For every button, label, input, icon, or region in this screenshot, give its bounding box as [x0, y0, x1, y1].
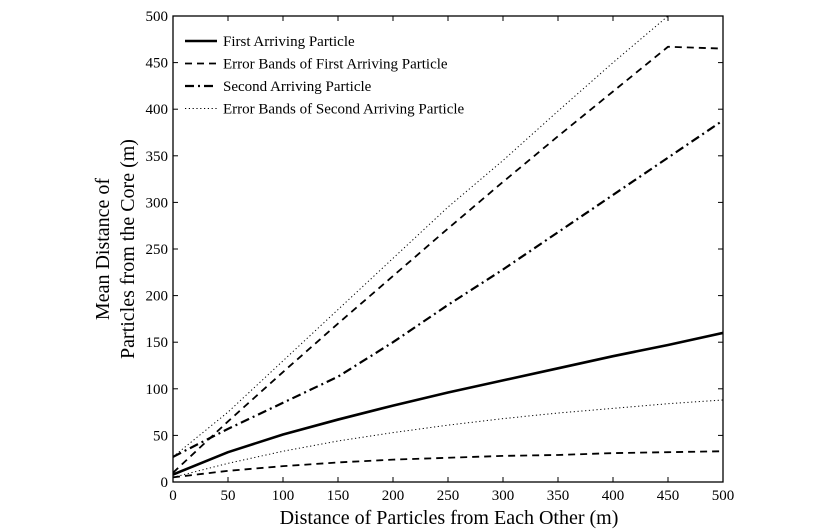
series-line-dashed-upper — [173, 45, 723, 474]
y-axis-label-line-1: Mean Distance of — [92, 178, 114, 321]
series-line-dashed-lower — [173, 450, 723, 479]
plot-background — [173, 16, 723, 482]
x-tick-label: 250 — [437, 488, 460, 504]
x-tick-label: 100 — [272, 488, 295, 504]
x-tick-label: 450 — [657, 488, 680, 504]
x-tick-label: 500 — [712, 488, 735, 504]
legend-label: Error Bands of First Arriving Particle — [223, 57, 448, 73]
y-tick-label: 350 — [146, 149, 169, 165]
x-tick-label: 0 — [169, 488, 177, 504]
x-tick-label: 350 — [547, 488, 570, 504]
series-line-dotted-lower — [173, 399, 723, 478]
x-axis-label: Distance of Particles from Each Other (m… — [280, 507, 619, 529]
x-tick-label: 150 — [327, 488, 350, 504]
y-tick-label: 150 — [146, 335, 169, 351]
y-tick-label: 400 — [146, 102, 169, 118]
x-tick-label: 400 — [602, 488, 625, 504]
x-tick-label: 200 — [382, 488, 405, 504]
x-tick-label: 50 — [221, 488, 236, 504]
x-tick-label: 300 — [492, 488, 515, 504]
axis-ticks: 0 50 100 150 200 250 300 350 400 450 500 0 50 100 150 2… — [146, 9, 735, 504]
y-tick-label: 500 — [146, 9, 169, 25]
legend: First Arriving Particle Error Bands of Fi… — [185, 34, 465, 118]
y-tick-label: 300 — [146, 195, 169, 211]
series-line-solid — [173, 331, 723, 476]
y-tick-label: 200 — [146, 289, 169, 305]
series-line-dashdot — [173, 119, 723, 458]
legend-label: First Arriving Particle — [223, 34, 355, 50]
y-tick-label: 50 — [153, 428, 168, 444]
legend-label: Error Bands of Second Arriving Particle — [223, 102, 465, 118]
y-axis-label-line-2: Particles from the Core (m) — [117, 139, 139, 359]
y-tick-label: 100 — [146, 382, 169, 398]
series-lines — [173, 16, 723, 479]
y-tick-label: 250 — [146, 242, 169, 258]
y-tick-label: 450 — [146, 56, 169, 72]
y-tick-label: 0 — [161, 475, 169, 491]
legend-label: Second Arriving Particle — [223, 79, 372, 95]
plot-area — [173, 16, 723, 482]
